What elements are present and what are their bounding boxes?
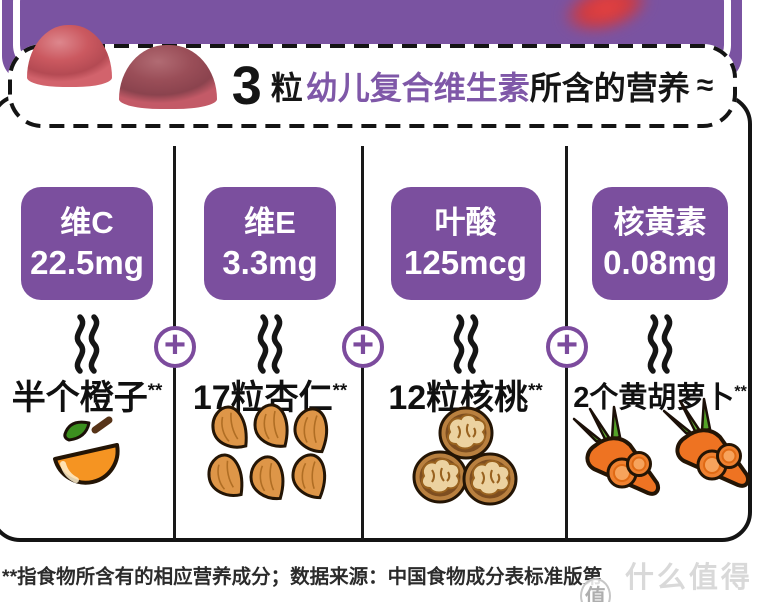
nutrient-pill: 核黄素 0.08mg [592,187,728,300]
smzdm-watermark: 值 什么值得买 [580,554,759,602]
approx-icon [568,312,752,376]
plus-glyph: + [555,324,579,366]
plus-glyph: + [351,324,375,366]
half-orange-icon [51,413,123,506]
nutrient-amount: 0.08mg [603,244,717,282]
food-footnote-marker: ** [147,379,163,401]
smzdm-badge-icon: 值 [580,578,611,602]
nutrient-pill: 叶酸 125mcg [390,187,541,300]
nutrient-amount: 3.3mg [222,244,318,282]
almonds-icon [204,402,336,509]
walnuts-icon [412,406,520,513]
nutrient-amount: 22.5mg [30,244,144,282]
plus-glyph: + [163,324,187,366]
plus-icon: + [154,326,196,368]
footnote: **指食物所含有的相应营养成分；数据来源：中国食物成分表标准版第 [2,566,603,588]
nutrient-column-folate: 叶酸 125mcg 12粒核桃** [365,130,566,542]
approx-icon [365,312,566,376]
food-text: 半个橙子 [11,379,148,417]
smzdm-watermark-text: 什么值得买 [624,562,753,594]
nutrient-name: 维C [60,204,114,240]
food-equivalent-label: 2个黄胡萝卜** [573,374,747,416]
title-unit: 粒 [270,70,303,106]
carrots-icon [568,397,752,510]
nutrient-pill: 维E 3.3mg [204,187,336,300]
plus-icon: + [546,326,588,368]
nutrient-name: 核黄素 [613,204,707,240]
nutrient-column-riboflavin: 核黄素 0.08mg 2个黄胡萝卜** [568,130,752,542]
food-footnote-marker: ** [332,379,348,401]
approx-icon [0,312,174,376]
title-count: 3 [231,56,262,116]
title-suffix: 所含的营养 [529,70,690,106]
food-equivalent-label: 半个橙子** [12,370,163,419]
food-text: 2个黄胡萝卜 [573,382,735,414]
food-footnote-marker: ** [528,379,543,401]
page-title: 3 粒 幼儿复合维生素 所含的营养 ≈ [232,55,714,117]
nutrient-amount: 125mcg [404,244,527,282]
nutrient-column-vitc: 维C 22.5mg 半个橙子** [0,130,174,542]
plus-icon: + [342,326,384,368]
nutrient-name: 叶酸 [434,204,497,240]
title-product-name: 幼儿复合维生素 [305,70,530,106]
title-approx-symbol: ≈ [696,69,714,102]
nutrient-column-vite: 维E 3.3mg 17粒杏仁** [177,130,363,542]
food-footnote-marker: ** [734,383,747,401]
approx-icon [177,312,363,376]
nutrient-name: 维E [244,204,296,240]
nutrient-pill: 维C 22.5mg [21,187,153,300]
